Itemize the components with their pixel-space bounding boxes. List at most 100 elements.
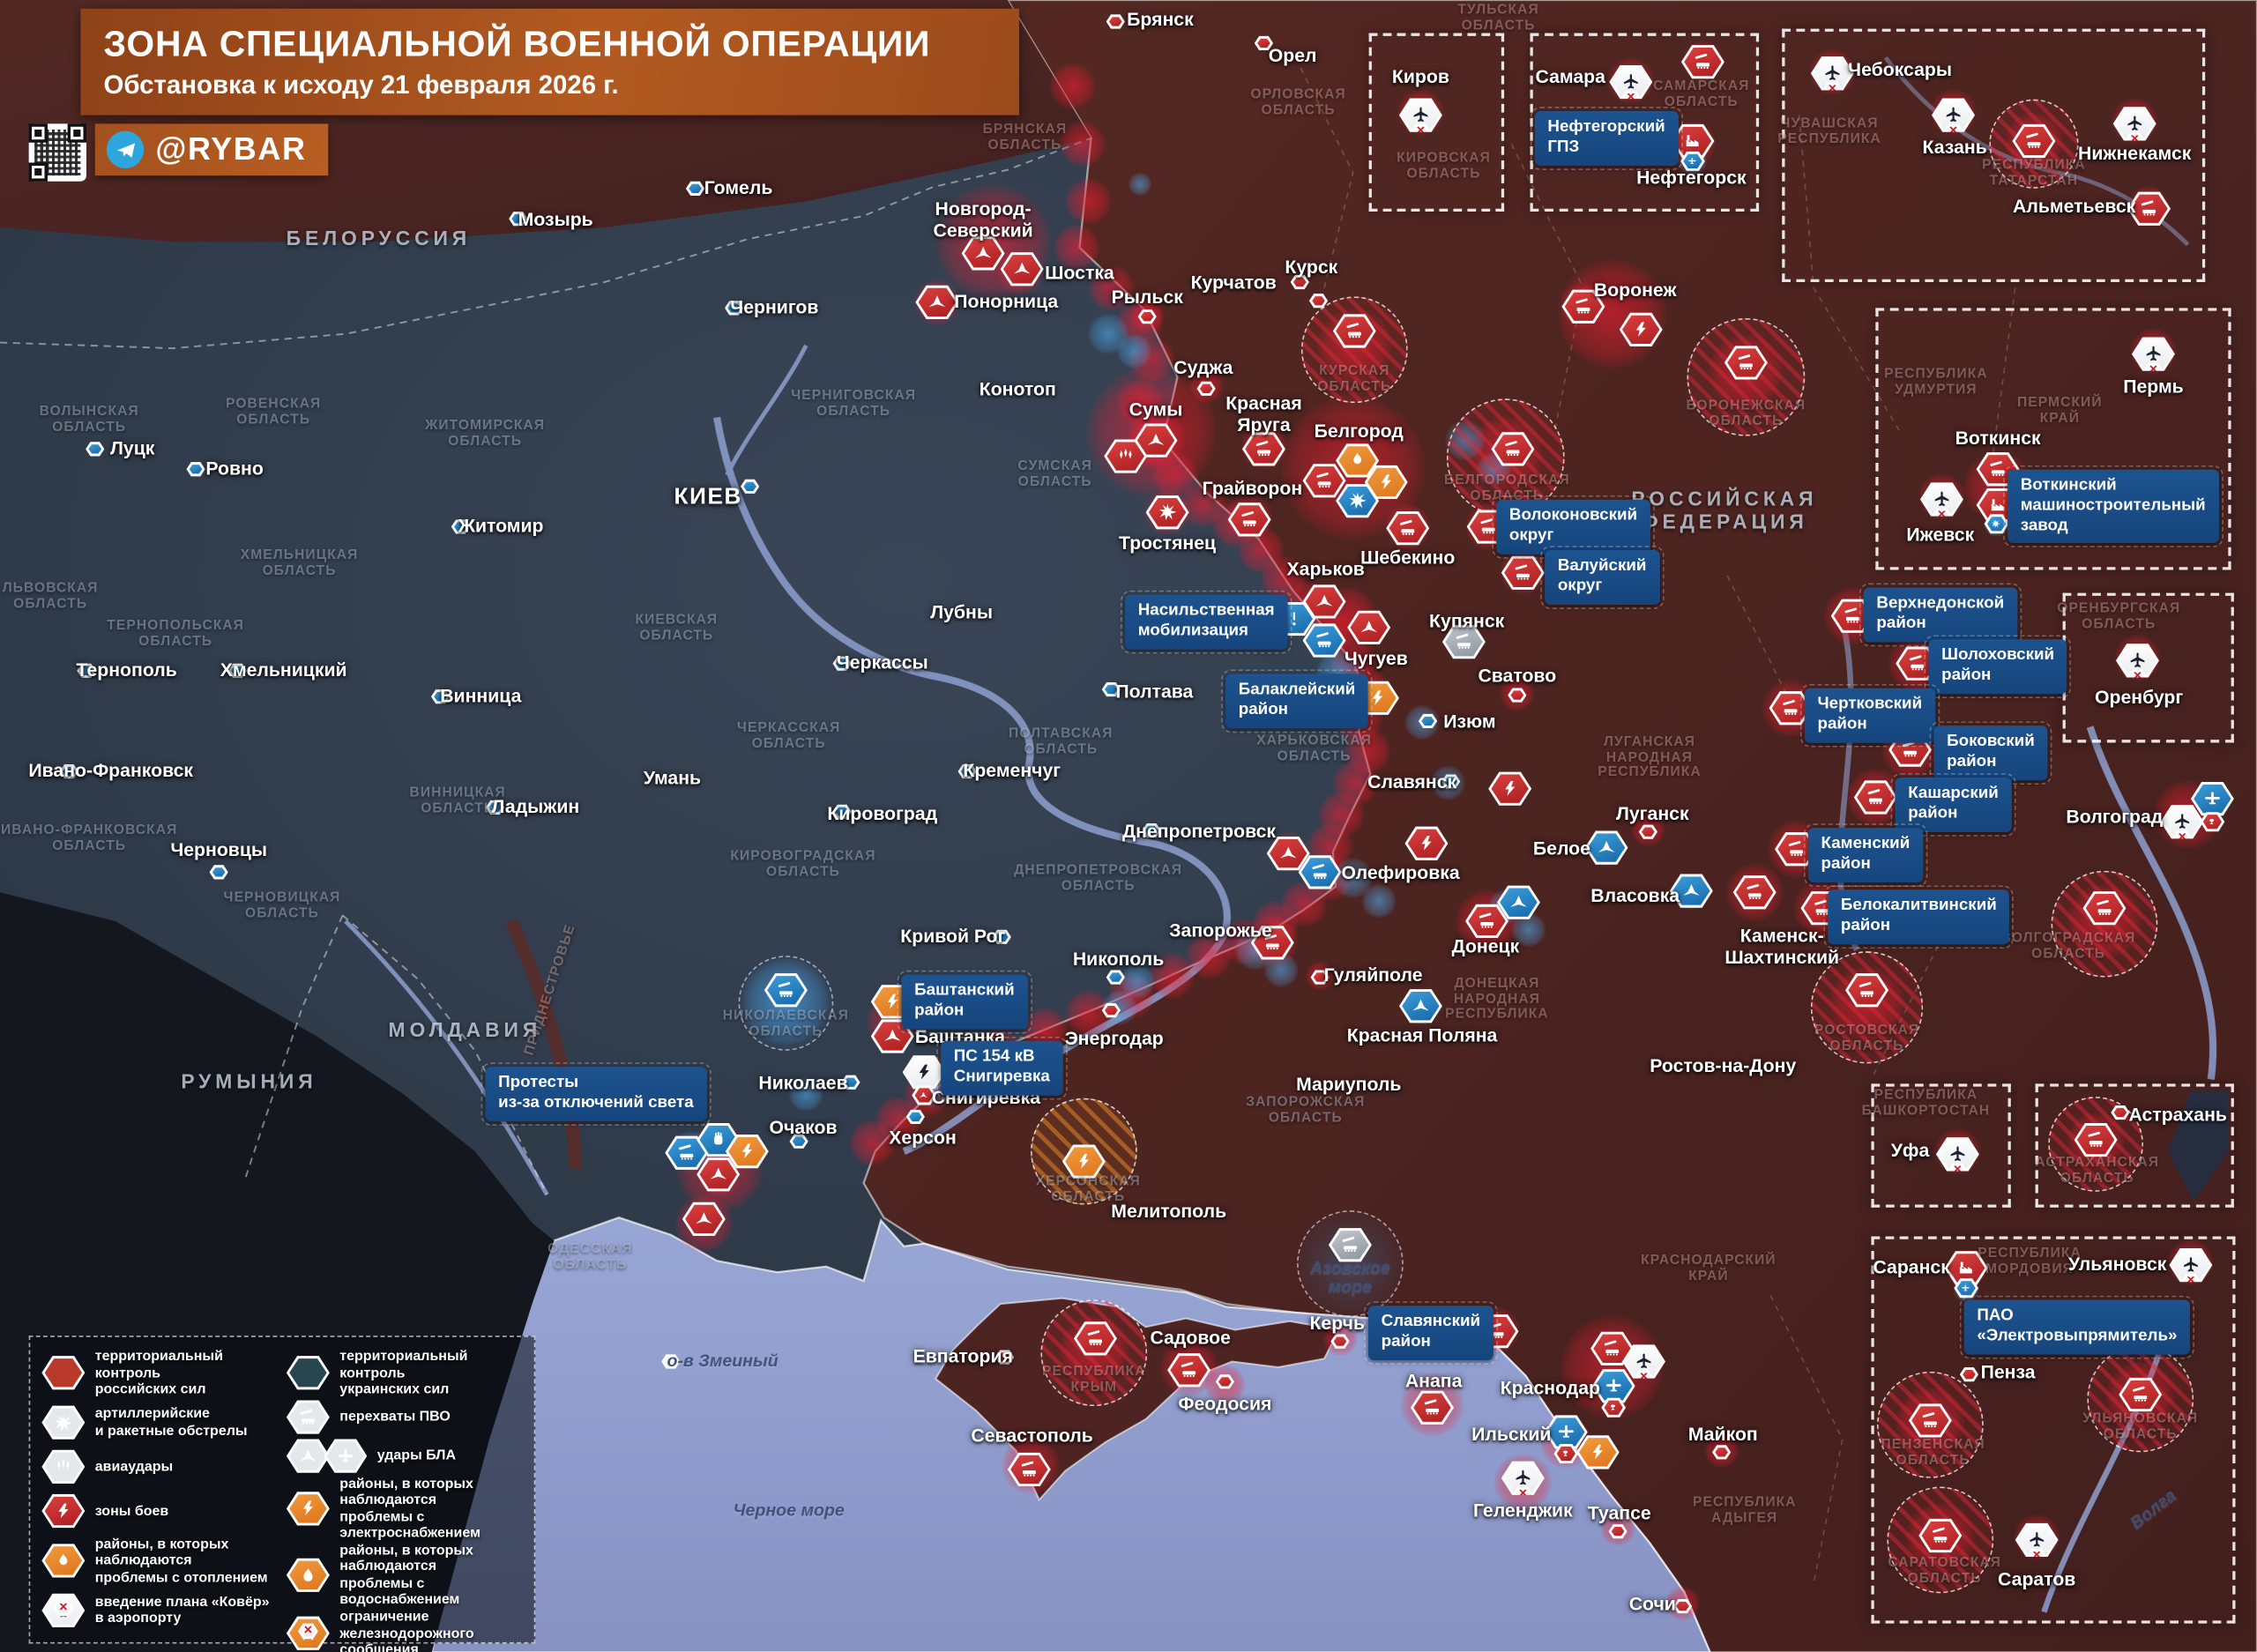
uav-wing-icon bbox=[1680, 151, 1705, 171]
city-label: Мариуполь bbox=[1296, 1073, 1402, 1096]
city-label: Конотоп bbox=[979, 377, 1056, 400]
hex-fill bbox=[1642, 827, 1655, 837]
hex-fill bbox=[1144, 825, 1158, 836]
hex-fill bbox=[1105, 684, 1118, 695]
city-label: Рыльск bbox=[1111, 286, 1183, 308]
air-defense-icon bbox=[1167, 1353, 1211, 1388]
region-borders bbox=[1294, 56, 2016, 1584]
hex-fill bbox=[699, 1160, 737, 1189]
closure-x-badge: × bbox=[1943, 123, 1963, 132]
legend-item-label: районы, в которых наблюдаются проблемы с… bbox=[339, 1542, 473, 1609]
hex-fill bbox=[189, 465, 203, 474]
city-label: Садовое bbox=[1150, 1326, 1231, 1349]
hex-fill bbox=[1333, 1336, 1347, 1346]
legend-item-label: территориальный контроль украинских сил bbox=[339, 1348, 468, 1398]
city-label: Геленджик bbox=[1472, 1499, 1573, 1522]
power-problems-icon bbox=[286, 1490, 330, 1529]
explosion-icon bbox=[41, 1405, 86, 1440]
city-label: Изюм bbox=[1443, 711, 1496, 733]
callout-label: Белокалитвинский район bbox=[1823, 885, 2015, 949]
map-title: ЗОНА СПЕЦИАЛЬНОЙ ВОЕННОЙ ОПЕРАЦИИ bbox=[103, 23, 931, 64]
hex-fill bbox=[1245, 435, 1283, 464]
hex-fill bbox=[1491, 774, 1529, 803]
battle-glow bbox=[1151, 451, 1198, 498]
region-label: КРАСНОДАРСКИЙ КРАЙ bbox=[1641, 1253, 1777, 1284]
ukrainian-control-hex bbox=[286, 1354, 330, 1393]
heating-problems-icon bbox=[41, 1542, 86, 1581]
settlement-marker bbox=[1142, 822, 1161, 838]
sea-label: Черное море bbox=[733, 1499, 845, 1521]
legend-item-label: территориальный контроль российских сил bbox=[94, 1348, 223, 1398]
hex-fill bbox=[212, 867, 226, 877]
hex-fill bbox=[289, 1358, 327, 1388]
settlement-marker bbox=[1672, 1598, 1693, 1614]
battle-glow bbox=[1088, 264, 1135, 311]
settlement-marker bbox=[1310, 970, 1330, 985]
air-defense-icon bbox=[1491, 432, 1535, 466]
intercept-glow bbox=[788, 1076, 823, 1112]
hex-fill bbox=[689, 183, 702, 194]
closure-x-badge: × bbox=[1512, 1486, 1533, 1495]
intercept-glow bbox=[1332, 858, 1374, 898]
region-label: ПОЛТАВСКАЯ ОБЛАСТЬ bbox=[1009, 726, 1114, 757]
hex-fill bbox=[1338, 446, 1376, 475]
hex-fill bbox=[1218, 1377, 1232, 1387]
water-drop-icon bbox=[286, 1558, 330, 1592]
region-label: ХАРЬКОВСКАЯ ОБЛАСТЬ bbox=[1256, 733, 1373, 764]
hex-fill bbox=[1421, 716, 1434, 726]
lightning-icon bbox=[41, 1493, 86, 1529]
city-label: Белое bbox=[1532, 837, 1590, 859]
settlement-marker bbox=[430, 689, 451, 704]
settlement-marker bbox=[832, 656, 852, 671]
city-label: Житомир bbox=[458, 515, 544, 537]
telegram-badge[interactable]: @RYBAR bbox=[94, 123, 329, 176]
settlement-marker bbox=[86, 442, 105, 457]
hex-fill bbox=[289, 1560, 327, 1589]
settlement-marker bbox=[1712, 1445, 1732, 1460]
hex-fill bbox=[1621, 315, 1660, 345]
hex-fill bbox=[1594, 1372, 1633, 1401]
airstrike-icon bbox=[41, 1448, 86, 1487]
settlement-marker bbox=[1608, 1524, 1628, 1539]
battle-glow bbox=[1128, 337, 1175, 383]
airport-closure-icon: × bbox=[2160, 805, 2204, 839]
city-label: Красная Яруга bbox=[1225, 391, 1302, 435]
settlement-marker bbox=[789, 1134, 808, 1149]
city-label: Чугуев bbox=[1344, 647, 1408, 669]
perm-inset bbox=[1875, 308, 2231, 570]
explosion-icon bbox=[1145, 495, 1189, 530]
region-label: ПРИДНЕСТРОВЬЕ bbox=[521, 922, 579, 1058]
hex-fill bbox=[1493, 435, 1532, 464]
settlement-marker bbox=[992, 929, 1011, 944]
hex-fill bbox=[511, 214, 525, 224]
callout-label: Славянский район bbox=[1364, 1301, 1498, 1365]
hex-fill bbox=[44, 1496, 83, 1526]
hex-fill bbox=[231, 666, 244, 675]
settlement-marker bbox=[1441, 774, 1461, 789]
hex-fill bbox=[664, 1357, 678, 1366]
closure-x-badge: × bbox=[1634, 1370, 1654, 1379]
city-label: Умань bbox=[643, 766, 702, 789]
hex-fill bbox=[1672, 876, 1710, 905]
legend-item: × введение плана «Ковёр» в аэропорту bbox=[41, 1592, 278, 1631]
settlement-marker bbox=[1215, 1374, 1234, 1389]
city-label: Тростянец bbox=[1119, 532, 1217, 554]
region-label: РОВЕНСКАЯ ОБЛАСТЬ bbox=[226, 396, 322, 428]
airport-closure-icon: × bbox=[1932, 98, 1975, 132]
region-label: РЕСПУБЛИКА АДЫГЕЯ bbox=[1692, 1494, 1797, 1526]
region-label: ТУЛЬСКАЯ ОБЛАСТЬ bbox=[1457, 2, 1539, 33]
legend-item-label: районы, в которых наблюдаются проблемы с… bbox=[94, 1536, 268, 1586]
air-defense-icon bbox=[1680, 45, 1724, 79]
legend-item-label: авиаудары bbox=[94, 1459, 174, 1476]
uav-wing-icon bbox=[1954, 1278, 1979, 1299]
hex-fill bbox=[88, 444, 102, 454]
airport-closure-icon: × bbox=[1810, 56, 1854, 91]
settlement-marker bbox=[59, 764, 78, 779]
hex-fill bbox=[1170, 1356, 1208, 1385]
hex-fill bbox=[1292, 277, 1307, 287]
settlement-marker bbox=[1290, 274, 1309, 290]
city-label: Грайворон bbox=[1202, 477, 1303, 500]
hex-fill bbox=[2015, 126, 2053, 156]
hex-fill bbox=[1579, 1438, 1617, 1467]
callout-label: Балаклейский район bbox=[1221, 669, 1373, 733]
